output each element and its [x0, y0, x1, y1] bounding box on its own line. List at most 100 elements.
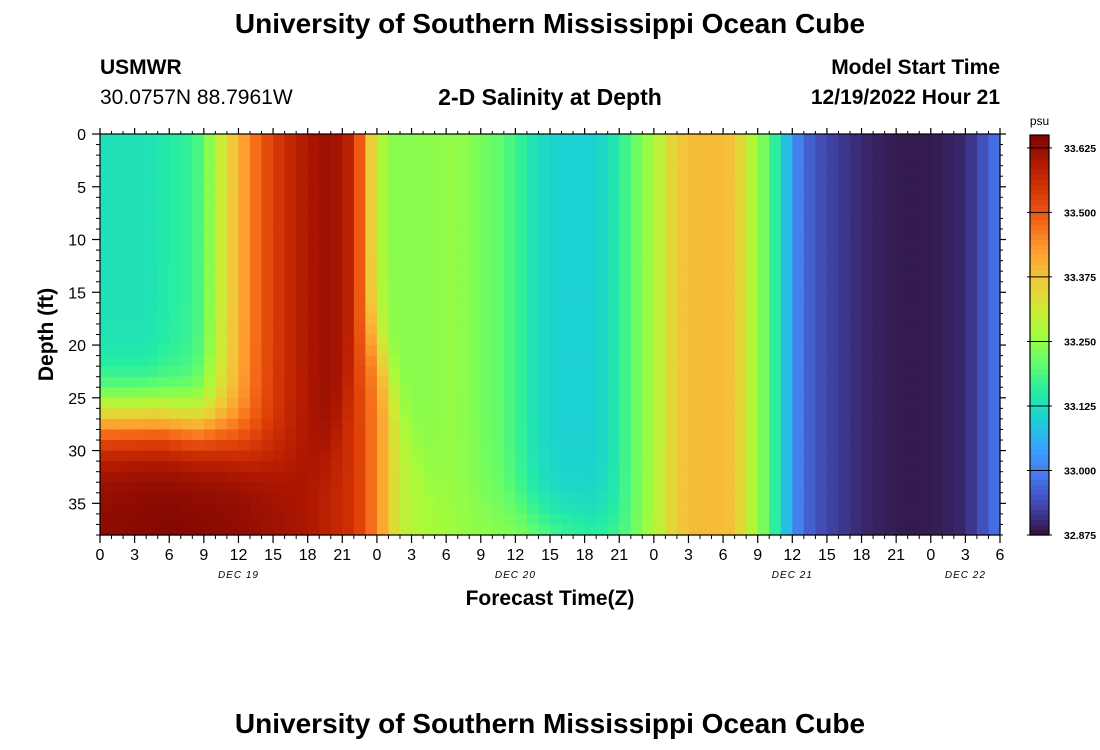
heatmap-cell: [215, 323, 228, 336]
heatmap-cell: [665, 440, 678, 452]
heatmap-cell: [550, 323, 563, 336]
heatmap-cell: [953, 513, 966, 526]
heatmap-cell: [734, 461, 747, 473]
heatmap-cell: [157, 345, 170, 357]
heatmap-cell: [769, 207, 782, 220]
heatmap-cell: [123, 134, 136, 146]
heatmap-cell: [850, 492, 863, 504]
heatmap-cell: [815, 366, 828, 378]
heatmap-cell: [642, 323, 655, 336]
heatmap-cell: [123, 228, 136, 241]
heatmap-cell: [792, 408, 805, 420]
heatmap-cell: [607, 313, 620, 325]
heatmap-cell: [376, 429, 390, 441]
heatmap-cell: [942, 471, 955, 483]
heatmap-cell: [111, 218, 124, 230]
heatmap-cell: [896, 492, 909, 504]
heatmap-cell: [411, 134, 424, 146]
heatmap-cell: [688, 334, 701, 346]
heatmap-cell: [526, 345, 540, 357]
heatmap-cell: [446, 334, 459, 346]
heatmap-cell: [607, 461, 620, 473]
heatmap-cell: [769, 323, 782, 336]
heatmap-cell: [561, 440, 574, 452]
heatmap-cell: [457, 302, 470, 314]
heatmap-cell: [123, 334, 136, 346]
heatmap-cell: [446, 513, 459, 526]
heatmap-cell: [665, 239, 678, 251]
heatmap-cell: [400, 207, 413, 220]
heatmap-cell: [953, 228, 966, 241]
heatmap-cell: [688, 228, 701, 241]
heatmap-cell: [353, 355, 366, 367]
heatmap-cell: [907, 260, 920, 272]
x-tick-label: 15: [818, 547, 836, 564]
x-tick-label: 3: [407, 547, 416, 564]
heatmap-cell: [307, 513, 320, 526]
heatmap-cell: [573, 503, 586, 515]
heatmap-cell: [434, 408, 447, 420]
heatmap-cell: [815, 524, 828, 536]
heatmap-cell: [365, 418, 378, 431]
heatmap-cell: [319, 376, 332, 388]
heatmap-cell: [111, 450, 124, 462]
heatmap-cell: [792, 281, 805, 293]
heatmap-cell: [100, 503, 113, 515]
heatmap-cell: [273, 176, 286, 188]
heatmap-cell: [953, 376, 966, 388]
heatmap-cell: [550, 503, 563, 515]
heatmap-cell: [953, 418, 966, 431]
heatmap-cell: [653, 440, 666, 452]
heatmap-cell: [976, 524, 990, 536]
heatmap-cell: [803, 513, 816, 526]
heatmap-cell: [353, 471, 366, 483]
heatmap-cell: [584, 281, 597, 293]
heatmap-cell: [134, 239, 147, 251]
heatmap-cell: [803, 418, 816, 431]
heatmap-cell: [907, 186, 920, 198]
heatmap-cell: [688, 429, 701, 441]
heatmap-cell: [942, 260, 955, 272]
heatmap-cell: [261, 165, 274, 177]
heatmap-cell: [642, 471, 655, 483]
heatmap-cell: [826, 355, 840, 367]
heatmap-cell: [123, 440, 136, 452]
heatmap-cell: [884, 197, 897, 209]
heatmap-cell: [942, 323, 955, 336]
heatmap-cell: [446, 418, 459, 431]
heatmap-cell: [861, 186, 874, 198]
heatmap-cell: [607, 503, 620, 515]
heatmap-cell: [307, 440, 320, 452]
heatmap-cell: [307, 176, 320, 188]
heatmap-cell: [284, 250, 297, 262]
heatmap-cell: [400, 355, 413, 367]
heatmap-cell: [284, 260, 297, 272]
heatmap-cell: [411, 345, 424, 357]
heatmap-cell: [411, 524, 424, 536]
heatmap-cell: [826, 323, 840, 336]
heatmap-cell: [988, 207, 1001, 220]
heatmap-cell: [607, 376, 620, 388]
heatmap-cell: [388, 239, 401, 251]
heatmap-cell: [400, 471, 413, 483]
heatmap-cell: [850, 334, 863, 346]
heatmap-cell: [180, 397, 193, 409]
heatmap-cell: [630, 397, 643, 409]
heatmap-cell: [123, 503, 136, 515]
heatmap-cell: [423, 144, 436, 156]
heatmap-cell: [976, 482, 990, 494]
heatmap-cell: [192, 355, 205, 367]
heatmap-cell: [480, 197, 493, 209]
heatmap-cell: [376, 408, 390, 420]
heatmap-cell: [457, 281, 470, 293]
heatmap-cell: [157, 323, 170, 336]
heatmap-cell: [803, 239, 816, 251]
colorbar-segment: [1030, 230, 1049, 236]
heatmap-cell: [215, 186, 228, 198]
heatmap-cell: [850, 387, 863, 399]
heatmap-cell: [942, 408, 955, 420]
heatmap-cell: [250, 281, 263, 293]
heatmap-cell: [550, 513, 563, 526]
heatmap-cell: [469, 302, 482, 314]
heatmap-cell: [619, 376, 632, 388]
